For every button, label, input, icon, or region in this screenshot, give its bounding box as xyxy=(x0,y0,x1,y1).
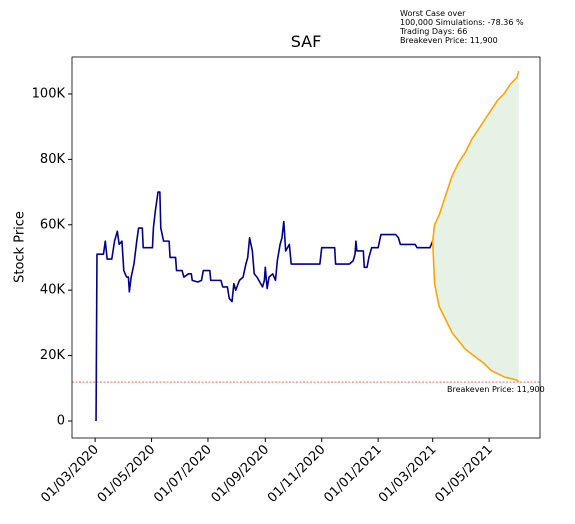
series-line xyxy=(431,70,520,242)
y-tick-label: 40K xyxy=(40,283,66,298)
chart-title: SAF xyxy=(291,32,322,51)
x-tick-label: 01/03/2021 xyxy=(376,442,440,506)
breakeven-label: Breakeven Price: 11,900 xyxy=(447,385,545,394)
x-tick-label: 01/11/2020 xyxy=(265,442,329,506)
series-line xyxy=(95,191,434,421)
annotation-line: Trading Days: 66 xyxy=(399,27,467,36)
x-tick-label: 01/07/2020 xyxy=(151,442,215,506)
y-tick-label: 80K xyxy=(40,152,66,167)
annotation-line: Worst Case over xyxy=(400,9,466,18)
series-line xyxy=(431,241,520,383)
y-tick-label: 0 xyxy=(57,413,65,428)
plot-frame xyxy=(71,56,541,439)
x-tick-label: 01/03/2020 xyxy=(38,442,102,506)
y-tick-label: 100K xyxy=(32,86,66,101)
annotation-line: 100,000 Simulations: -78.36 % xyxy=(400,18,524,27)
x-tick-label: 01/05/2021 xyxy=(432,442,496,506)
y-axis-label: Stock Price xyxy=(13,211,28,283)
projection-band xyxy=(432,71,519,383)
annotation-line: Breakeven Price: 11,900 xyxy=(400,36,498,45)
x-tick-label: 01/05/2020 xyxy=(95,442,159,506)
x-tick-label: 01/09/2020 xyxy=(209,442,273,506)
y-tick-label: 20K xyxy=(40,348,66,363)
x-tick-label: 01/01/2021 xyxy=(321,442,385,506)
y-tick-label: 60K xyxy=(40,217,66,232)
